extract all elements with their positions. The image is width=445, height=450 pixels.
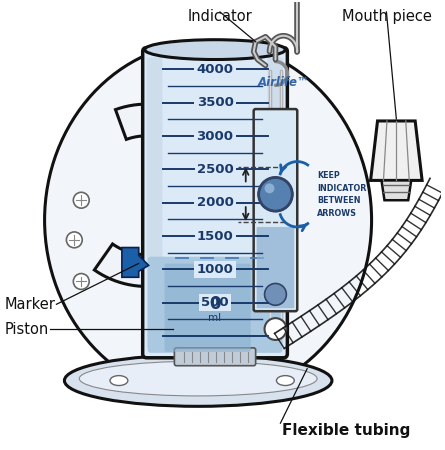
Polygon shape <box>94 104 238 287</box>
Ellipse shape <box>276 376 294 386</box>
Text: 500: 500 <box>201 296 229 309</box>
FancyBboxPatch shape <box>147 58 162 348</box>
Text: 2000: 2000 <box>197 196 234 209</box>
Text: 2500: 2500 <box>197 163 233 176</box>
FancyBboxPatch shape <box>254 109 297 311</box>
Ellipse shape <box>145 40 285 59</box>
Ellipse shape <box>44 42 372 398</box>
FancyBboxPatch shape <box>267 58 283 348</box>
FancyBboxPatch shape <box>143 48 287 358</box>
Circle shape <box>73 274 89 289</box>
FancyBboxPatch shape <box>148 256 283 353</box>
Text: ml: ml <box>208 313 222 323</box>
Polygon shape <box>381 180 411 200</box>
Text: Mouth piece: Mouth piece <box>341 9 431 24</box>
Text: 3500: 3500 <box>197 96 234 109</box>
Text: 0: 0 <box>209 295 221 313</box>
Text: 3000: 3000 <box>197 130 234 143</box>
FancyBboxPatch shape <box>257 227 294 308</box>
Circle shape <box>265 318 287 340</box>
FancyBboxPatch shape <box>165 264 251 352</box>
Text: KEEP
INDICATOR
BETWEEN
ARROWS: KEEP INDICATOR BETWEEN ARROWS <box>317 171 366 217</box>
FancyBboxPatch shape <box>174 348 255 366</box>
Circle shape <box>66 232 82 248</box>
Ellipse shape <box>79 361 317 396</box>
Text: 4000: 4000 <box>197 63 234 76</box>
Circle shape <box>259 177 292 211</box>
Circle shape <box>265 184 275 194</box>
Circle shape <box>265 284 287 305</box>
Circle shape <box>73 192 89 208</box>
Polygon shape <box>371 121 422 180</box>
Text: Marker: Marker <box>5 297 56 312</box>
Text: 1500: 1500 <box>197 230 233 243</box>
Text: Airlife™: Airlife™ <box>258 76 309 89</box>
Text: Flexible tubing: Flexible tubing <box>283 423 411 437</box>
Text: Indicator: Indicator <box>188 9 252 24</box>
Text: Piston: Piston <box>5 322 49 337</box>
Ellipse shape <box>65 355 332 406</box>
Polygon shape <box>122 248 149 277</box>
Ellipse shape <box>110 376 128 386</box>
Text: 1000: 1000 <box>197 263 234 276</box>
